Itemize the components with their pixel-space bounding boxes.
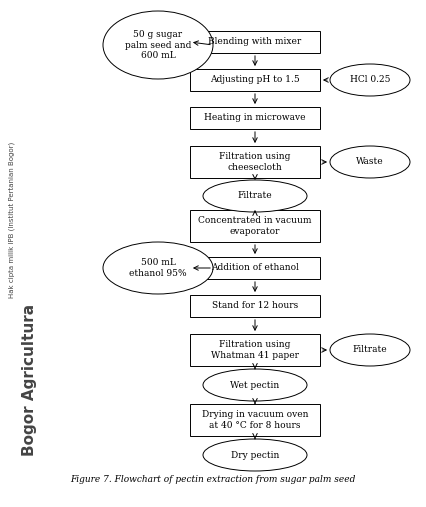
Text: Hak cipta milik IPB (Institut Pertanian Bogor): Hak cipta milik IPB (Institut Pertanian …	[9, 142, 15, 298]
Bar	[190, 257, 320, 279]
Text: 500 mL
ethanol 95%: 500 mL ethanol 95%	[129, 258, 187, 278]
Ellipse shape	[103, 11, 213, 79]
Ellipse shape	[330, 334, 410, 366]
Ellipse shape	[103, 242, 213, 294]
Text: Figure 7. Flowchart of pectin extraction from sugar palm seed: Figure 7. Flowchart of pectin extraction…	[70, 476, 356, 485]
Text: Dry pectin: Dry pectin	[231, 451, 279, 459]
Ellipse shape	[203, 180, 307, 212]
Text: Heating in microwave: Heating in microwave	[204, 114, 306, 123]
Ellipse shape	[330, 64, 410, 96]
Text: Filtration using
cheesecloth: Filtration using cheesecloth	[219, 152, 291, 172]
Text: Filtrate: Filtrate	[238, 192, 272, 200]
Bar	[190, 146, 320, 178]
Bar	[190, 31, 320, 53]
Bar	[190, 69, 320, 91]
Text: Filtration using
Whatman 41 paper: Filtration using Whatman 41 paper	[211, 340, 299, 359]
Text: Stand for 12 hours: Stand for 12 hours	[212, 302, 298, 310]
Bar	[190, 404, 320, 436]
Text: Addition of ethanol: Addition of ethanol	[211, 264, 299, 272]
Ellipse shape	[203, 439, 307, 471]
Bar	[190, 210, 320, 242]
Text: Drying in vacuum oven
at 40 °C for 8 hours: Drying in vacuum oven at 40 °C for 8 hou…	[202, 410, 308, 430]
Text: Blending with mixer: Blending with mixer	[208, 38, 302, 47]
Ellipse shape	[330, 146, 410, 178]
Bar	[190, 107, 320, 129]
Text: Bogor Agricultura: Bogor Agricultura	[23, 304, 37, 456]
Text: Concentrated in vacuum
evaporator: Concentrated in vacuum evaporator	[198, 216, 312, 236]
Text: 50 g sugar
palm seed and
600 mL: 50 g sugar palm seed and 600 mL	[125, 30, 191, 60]
Text: Adjusting pH to 1.5: Adjusting pH to 1.5	[210, 76, 300, 85]
Text: Filtrate: Filtrate	[353, 345, 387, 354]
Ellipse shape	[203, 369, 307, 401]
Text: Wet pectin: Wet pectin	[230, 380, 279, 389]
Text: Waste: Waste	[356, 158, 384, 166]
Bar	[190, 334, 320, 366]
Text: HCl 0.25: HCl 0.25	[350, 76, 390, 85]
Bar	[190, 295, 320, 317]
